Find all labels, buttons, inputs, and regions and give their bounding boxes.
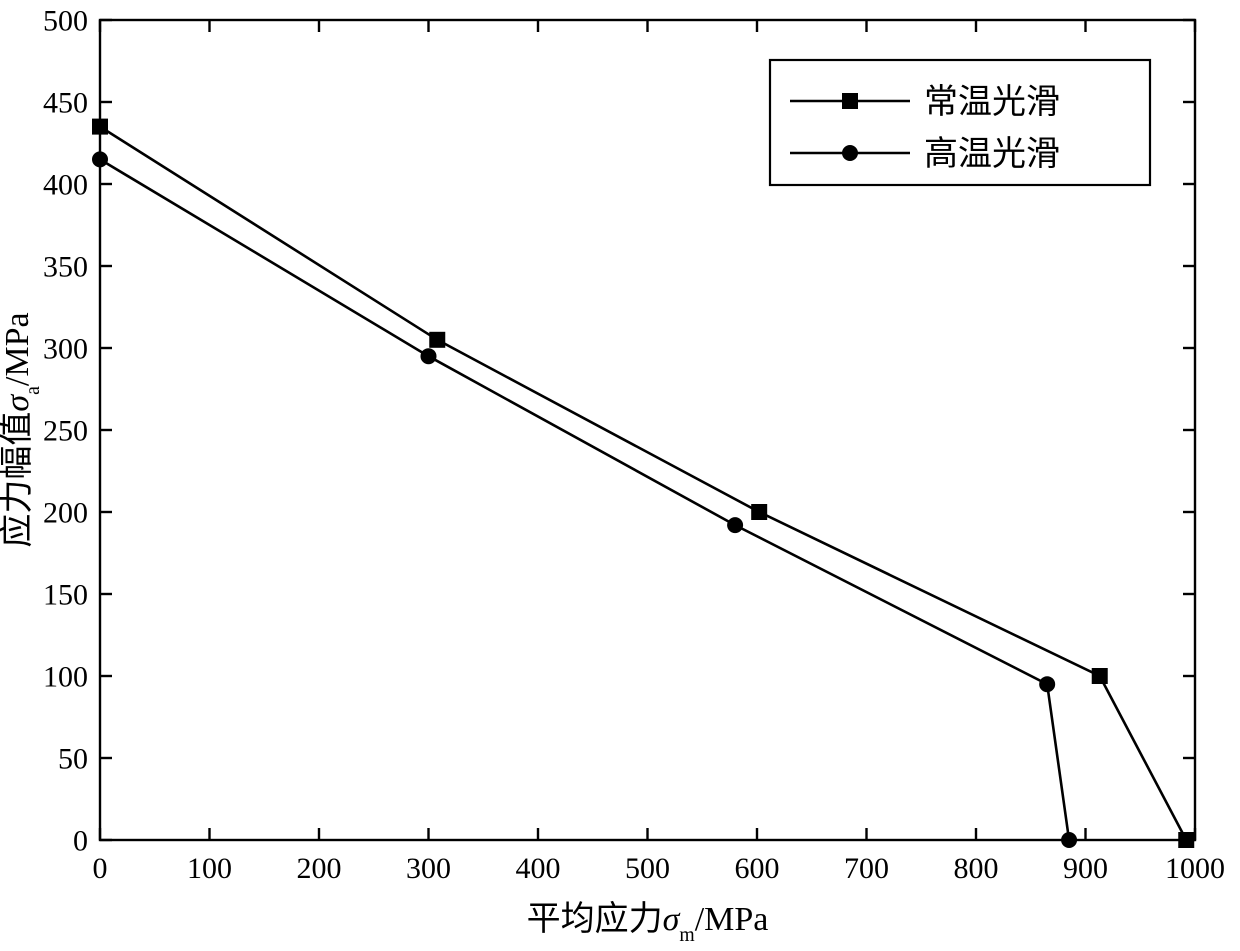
x-tick-label: 500: [625, 852, 670, 885]
marker-circle: [842, 145, 858, 161]
legend-label: 高温光滑: [924, 135, 1060, 173]
x-tick-label: 100: [187, 852, 232, 885]
x-tick-label: 300: [406, 852, 451, 885]
marker-square: [751, 504, 767, 520]
x-tick-label: 800: [954, 852, 999, 885]
x-tick-label: 900: [1063, 852, 1108, 885]
marker-square: [92, 119, 108, 135]
y-tick-label: 150: [43, 579, 88, 612]
y-tick-label: 100: [43, 661, 88, 694]
x-tick-label: 700: [844, 852, 889, 885]
y-tick-label: 450: [43, 87, 88, 120]
legend: 常温光滑高温光滑: [770, 60, 1150, 185]
x-tick-label: 200: [297, 852, 342, 885]
y-tick-label: 500: [43, 5, 88, 38]
x-tick-label: 1000: [1165, 852, 1225, 885]
y-tick-label: 200: [43, 497, 88, 530]
y-tick-label: 350: [43, 251, 88, 284]
y-tick-label: 300: [43, 333, 88, 366]
legend-label: 常温光滑: [924, 83, 1060, 121]
y-tick-label: 50: [58, 743, 88, 776]
marker-square: [842, 93, 858, 109]
chart-svg: 0 100 200 300 400 500 600 700 800 900 1000 0 50 100 15…: [0, 0, 1240, 951]
y-tick-label: 400: [43, 169, 88, 202]
x-tick-label: 0: [93, 852, 108, 885]
x-tick-label: 400: [516, 852, 561, 885]
marker-square: [429, 332, 445, 348]
marker-circle: [1061, 832, 1077, 848]
marker-circle: [92, 151, 108, 167]
y-tick-label: 0: [73, 825, 88, 858]
y-tick-label: 250: [43, 415, 88, 448]
x-tick-label: 600: [735, 852, 780, 885]
marker-circle: [727, 517, 743, 533]
marker-circle: [1039, 676, 1055, 692]
marker-square: [1178, 832, 1194, 848]
marker-circle: [421, 348, 437, 364]
marker-square: [1092, 668, 1108, 684]
chart-container: 0 100 200 300 400 500 600 700 800 900 1000 0 50 100 15…: [0, 0, 1240, 951]
